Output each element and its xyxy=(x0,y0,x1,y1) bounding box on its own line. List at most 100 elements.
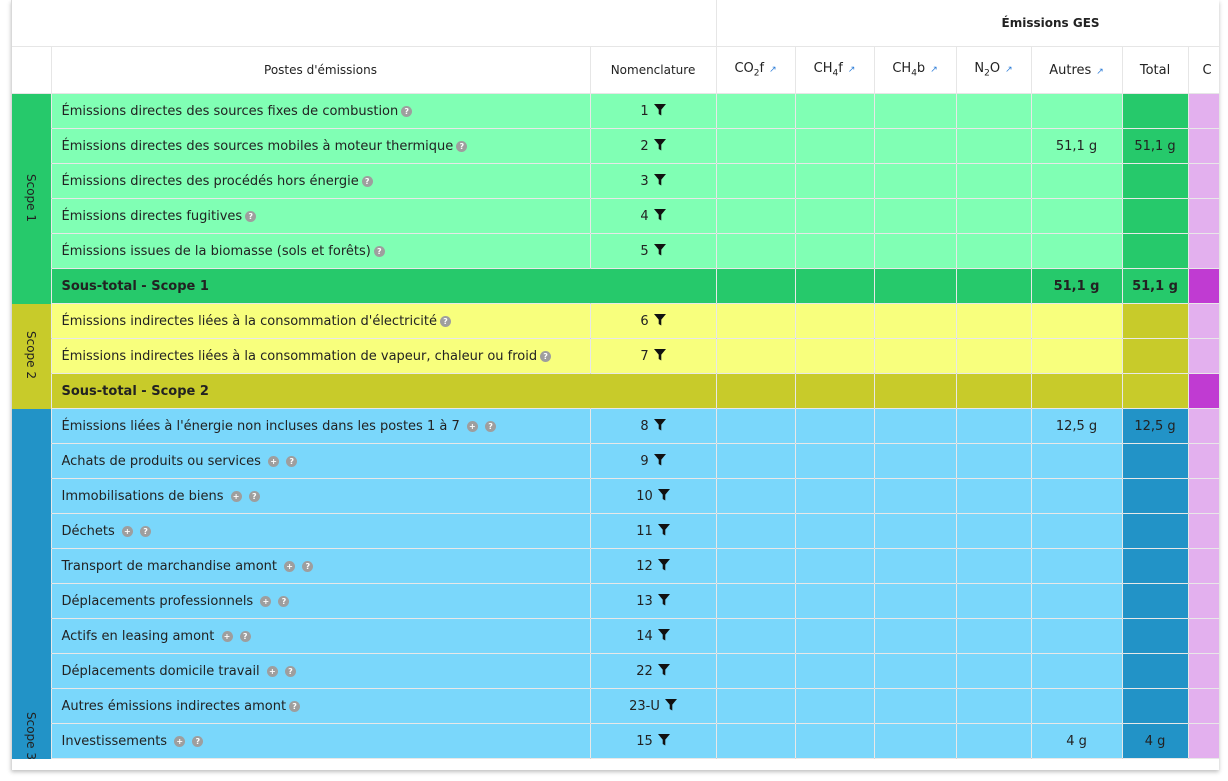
external-link-icon[interactable]: ↗ xyxy=(769,65,777,76)
filter-icon[interactable] xyxy=(653,453,666,466)
info-icon[interactable]: + xyxy=(466,420,478,432)
poste-label-text: Sous-total - Scope 1 xyxy=(61,278,209,294)
cell-co2f xyxy=(716,338,796,374)
poste-label: Actifs en leasing amont + ? xyxy=(51,618,591,654)
filter-icon[interactable] xyxy=(657,628,670,641)
nomenclature-value: 13 xyxy=(636,593,653,609)
cell-autres: 51,1 g xyxy=(1031,128,1123,164)
help-icon[interactable]: ? xyxy=(248,490,260,502)
filter-icon[interactable] xyxy=(653,348,666,361)
filter-icon[interactable] xyxy=(657,663,670,676)
cell-total: 4 g xyxy=(1122,723,1189,759)
external-link-icon[interactable]: ↗ xyxy=(1005,65,1013,76)
ch4f-text: CH xyxy=(813,61,833,77)
cell-ch4f xyxy=(795,198,875,234)
cell-autres xyxy=(1031,233,1123,269)
cell-n2o xyxy=(956,338,1032,374)
info-icon[interactable]: + xyxy=(121,525,133,537)
cell-extra xyxy=(1188,268,1219,304)
help-icon[interactable]: ? xyxy=(284,665,296,677)
poste-label-text: Émissions liées à l'énergie non incluses… xyxy=(61,418,460,434)
cell-extra xyxy=(1188,408,1219,444)
col-header-ch4b[interactable]: CH4b ↗ xyxy=(874,46,957,94)
help-icon[interactable]: ? xyxy=(239,630,251,642)
col-header-n2o[interactable]: N2O ↗ xyxy=(956,46,1032,94)
external-link-icon[interactable]: ↗ xyxy=(930,65,938,76)
filter-icon[interactable] xyxy=(657,733,670,746)
info-icon[interactable]: + xyxy=(174,735,186,747)
external-link-icon[interactable]: ↗ xyxy=(847,65,856,76)
nomenclature-cell: 5 xyxy=(590,233,717,269)
filter-icon[interactable] xyxy=(664,698,677,711)
poste-label: Déchets + ? xyxy=(51,513,591,549)
poste-label: Émissions indirectes liées à la consomma… xyxy=(51,338,591,374)
cell-total xyxy=(1122,443,1189,479)
help-icon[interactable]: ? xyxy=(401,105,413,117)
help-icon[interactable]: ? xyxy=(439,315,451,327)
cell-ch4f xyxy=(795,373,875,409)
help-icon[interactable]: ? xyxy=(286,455,298,467)
nomenclature-value: 7 xyxy=(640,348,649,364)
cell-autres: 4 g xyxy=(1031,723,1123,759)
filter-icon[interactable] xyxy=(653,243,666,256)
cell-n2o xyxy=(956,653,1032,689)
help-icon[interactable]: ? xyxy=(289,700,301,712)
emissions-body: Scope 1 Émissions directes des sources fi… xyxy=(12,93,1219,759)
cell-total xyxy=(1122,303,1189,339)
filter-icon[interactable] xyxy=(653,138,666,151)
poste-label-text: Transport de marchandise amont xyxy=(61,558,277,574)
filter-icon[interactable] xyxy=(657,488,670,501)
n2o-suffix: O xyxy=(989,61,1001,77)
filter-icon[interactable] xyxy=(653,313,666,326)
help-icon[interactable]: ? xyxy=(456,140,468,152)
cell-co2f xyxy=(716,268,796,304)
poste-label: Autres émissions indirectes amont? xyxy=(51,688,591,724)
col-header-co2f[interactable]: CO2f ↗ xyxy=(716,46,796,94)
filter-icon[interactable] xyxy=(653,173,666,186)
cell-autres xyxy=(1031,478,1123,514)
filter-icon[interactable] xyxy=(653,418,666,431)
cell-autres xyxy=(1031,583,1123,619)
cell-extra xyxy=(1188,443,1219,479)
cell-co2f xyxy=(716,233,796,269)
nomenclature-cell: 15 xyxy=(590,723,717,759)
emissions-table-frame: Émissions GES Postes d'émissions Nomencl… xyxy=(11,0,1219,770)
help-icon[interactable]: ? xyxy=(373,245,385,257)
cell-total xyxy=(1122,688,1189,724)
info-icon[interactable]: + xyxy=(260,595,272,607)
cell-co2f xyxy=(716,443,796,479)
help-icon[interactable]: ? xyxy=(485,420,497,432)
help-icon[interactable]: ? xyxy=(278,595,290,607)
cell-n2o xyxy=(956,723,1032,759)
info-icon[interactable]: + xyxy=(221,630,233,642)
cell-ch4f xyxy=(795,163,875,199)
help-icon[interactable]: ? xyxy=(540,350,552,362)
nomenclature-value: 5 xyxy=(640,243,649,259)
poste-label-text: Déplacements professionnels xyxy=(61,593,254,609)
help-icon[interactable]: ? xyxy=(192,735,204,747)
filter-icon[interactable] xyxy=(657,593,670,606)
info-icon[interactable]: + xyxy=(266,665,278,677)
info-icon[interactable]: + xyxy=(284,560,296,572)
help-icon[interactable]: ? xyxy=(361,175,373,187)
filter-icon[interactable] xyxy=(653,103,666,116)
help-icon[interactable]: ? xyxy=(140,525,152,537)
external-link-icon[interactable]: ↗ xyxy=(1096,66,1104,77)
info-icon[interactable]: + xyxy=(230,490,242,502)
info-icon[interactable]: + xyxy=(268,455,280,467)
help-icon[interactable]: ? xyxy=(245,210,257,222)
filter-icon[interactable] xyxy=(657,558,670,571)
cell-n2o xyxy=(956,513,1032,549)
filter-icon[interactable] xyxy=(653,208,666,221)
filter-icon[interactable] xyxy=(657,523,670,536)
help-icon[interactable]: ? xyxy=(302,560,314,572)
cell-n2o xyxy=(956,163,1032,199)
col-header-ch4f[interactable]: CH4f ↗ xyxy=(795,46,875,94)
poste-label: Déplacements domicile travail + ? xyxy=(51,653,591,689)
col-header-autres[interactable]: Autres ↗ xyxy=(1031,46,1123,94)
poste-label-text: Émissions directes des sources mobiles à… xyxy=(61,138,454,154)
cell-autres: 51,1 g xyxy=(1031,268,1123,304)
cell-ch4b xyxy=(874,653,957,689)
cell-total: 51,1 g xyxy=(1122,128,1189,164)
cell-ch4f xyxy=(795,548,875,584)
